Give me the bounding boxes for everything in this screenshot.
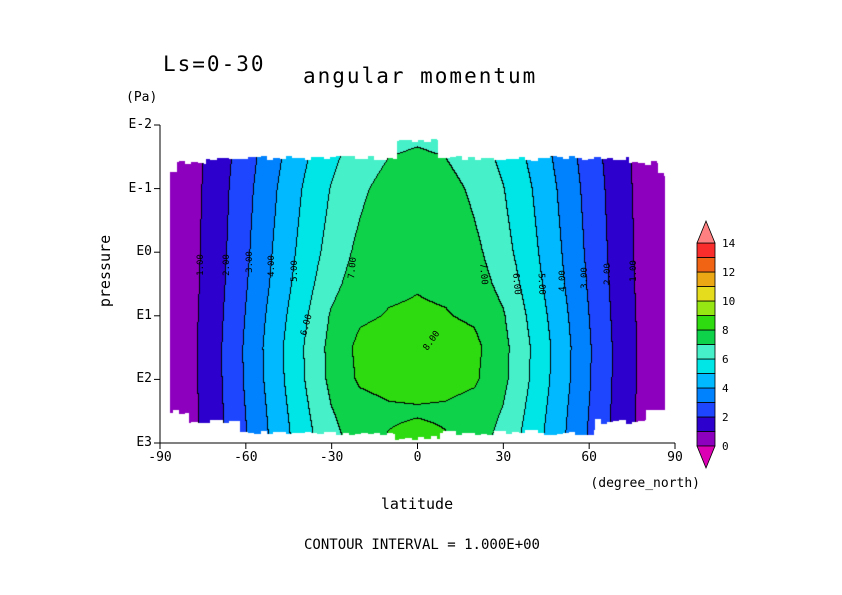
- y-tick-label: E-1: [128, 180, 152, 196]
- y-tick-label: E-2: [128, 117, 152, 132]
- contour-line-label: 3.00: [245, 250, 256, 273]
- contour-line-label: 2.00: [222, 254, 233, 276]
- y-tick-label: E1: [136, 307, 152, 323]
- y-axis-title: pressure: [96, 234, 114, 308]
- colorbar-tick-label: 10: [722, 295, 735, 308]
- colorbar-tick-label: 4: [722, 382, 729, 395]
- x-axis-unit-label: (degree_north): [590, 476, 700, 491]
- colorbar-tick-label: 8: [722, 324, 729, 337]
- colorbar-segment: [696, 315, 716, 331]
- contour-line-label: 6.00: [510, 272, 523, 296]
- y-tick-label: E3: [136, 435, 152, 450]
- contour-line-label: 3.00: [579, 266, 590, 289]
- colorbar-segment: [696, 387, 716, 403]
- colorbar-tick-label: 0: [722, 440, 729, 453]
- colorbar-segment: [696, 286, 716, 302]
- y-tick-label: E2: [136, 371, 152, 387]
- x-tick-label: -90: [148, 450, 172, 465]
- colorbar-segment: [696, 416, 716, 432]
- contour-line-label: 5.00: [290, 260, 301, 283]
- colorbar-segment: [696, 257, 716, 273]
- contour-interval-label: CONTOUR INTERVAL = 1.000E+00: [303, 537, 540, 553]
- season-label: Ls=0-30: [163, 52, 266, 76]
- colorbar-tick-label: 2: [722, 411, 729, 424]
- contour-line-label: 4.00: [558, 269, 569, 292]
- contour-line-label: 5.00: [535, 272, 547, 296]
- contour-line-label: 7.00: [347, 256, 360, 280]
- colorbar-segment: [696, 300, 716, 316]
- x-tick-label: 90: [667, 450, 683, 465]
- x-tick-label: 60: [581, 450, 597, 465]
- pressure-unit-label: (Pa): [126, 90, 158, 105]
- colorbar-segment: [696, 431, 716, 447]
- x-tick-label: 30: [495, 450, 512, 465]
- colorbar-segment: [696, 271, 716, 287]
- x-tick-label: 0: [413, 450, 422, 465]
- colorbar-segment: [696, 242, 716, 258]
- contour-line-label: 7.00: [477, 263, 490, 286]
- x-tick-label: -30: [319, 450, 344, 465]
- x-axis-title: latitude: [380, 495, 454, 513]
- colorbar-segment: [696, 329, 716, 345]
- contour-line-label: 4.00: [267, 255, 278, 278]
- colorbar-tick-label: 14: [722, 237, 736, 250]
- colorbar-segment: [696, 344, 716, 360]
- contour-plot-canvas: [160, 125, 675, 443]
- colorbar-segment: [696, 402, 716, 418]
- colorbar-tick-label: 12: [722, 266, 735, 279]
- contour-line-label: 1.00: [196, 254, 207, 276]
- y-tick-label: E0: [136, 244, 152, 260]
- page-title: angular momentum: [303, 64, 538, 88]
- colorbar-over-triangle: [696, 219, 716, 244]
- colorbar-segment: [696, 373, 716, 389]
- colorbar-segment: [696, 358, 716, 374]
- x-tick-label: -60: [234, 450, 258, 465]
- colorbar-tick-label: 6: [722, 353, 729, 366]
- contour-line-label: 2.00: [602, 263, 613, 286]
- contour-line-label: 1.00: [628, 260, 639, 283]
